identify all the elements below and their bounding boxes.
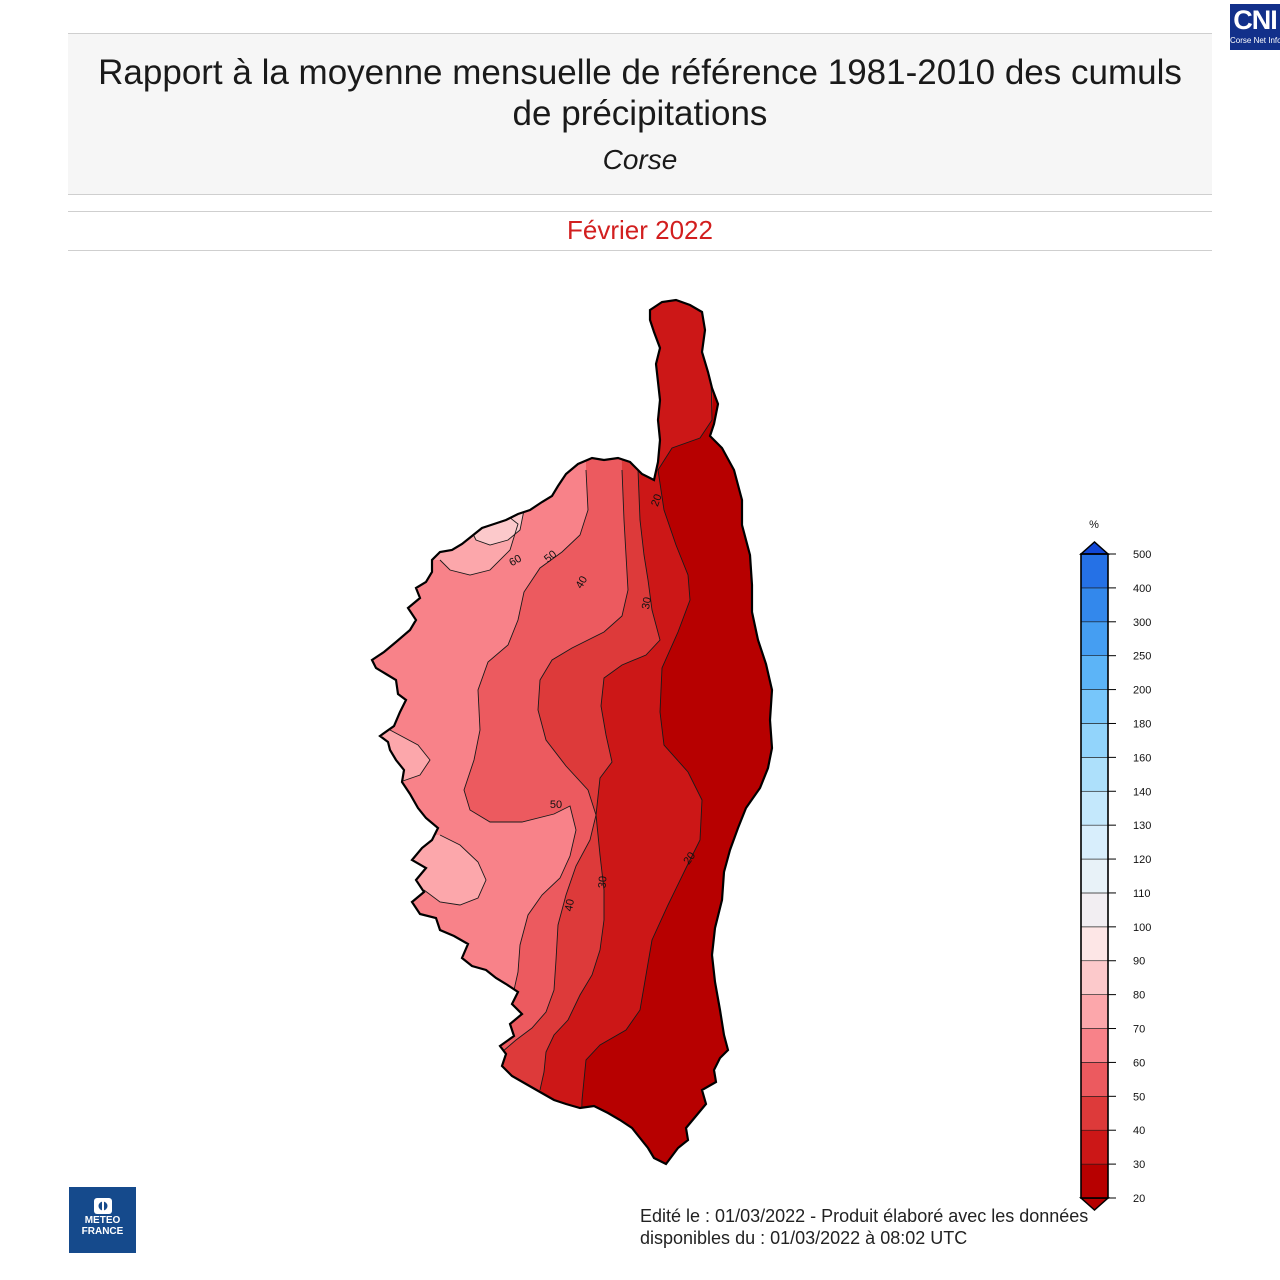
- legend-tick-label: 30: [1133, 1159, 1145, 1171]
- legend-color-cell: [1080, 1096, 1109, 1131]
- meteo-france-logo[interactable]: METEO FRANCE: [69, 1187, 136, 1253]
- map-title: Rapport à la moyenne mensuelle de référe…: [98, 53, 1182, 133]
- meteo-france-line2: FRANCE: [81, 1226, 124, 1237]
- cni-logo-text: CNI: [1233, 5, 1278, 35]
- footer-line2: disponibles du : 01/03/2022 à 08:02 UTC: [640, 1228, 968, 1248]
- legend-tick-label: 50: [1133, 1091, 1145, 1103]
- title-box: Rapport à la moyenne mensuelle de référe…: [68, 33, 1212, 195]
- legend-tick-label: 60: [1133, 1057, 1145, 1069]
- contour-label: 20: [681, 850, 698, 867]
- footer-note: Edité le : 01/03/2022 - Produit élaboré …: [640, 1205, 1160, 1249]
- cni-logo[interactable]: CNI Corse Net Infos: [1230, 4, 1280, 50]
- legend-color-cell: [1080, 892, 1109, 928]
- legend-tick-label: 200: [1133, 685, 1151, 697]
- legend-tick-label: 120: [1133, 854, 1151, 866]
- contour-label: 60: [507, 553, 524, 570]
- legend-tick-label: 250: [1133, 651, 1151, 663]
- legend-color-cell: [1080, 1129, 1109, 1165]
- legend-tick-label: 80: [1133, 990, 1145, 1002]
- contour-label: 40: [574, 574, 591, 591]
- legend-unit: %: [1089, 519, 1099, 531]
- legend-tick-label: 110: [1133, 888, 1151, 900]
- legend-color-cell: [1080, 926, 1109, 962]
- meteo-france-emblem-icon: [93, 1198, 112, 1214]
- legend-color-cell: [1080, 621, 1109, 656]
- legend-tick-label: 40: [1133, 1125, 1145, 1137]
- legend-color-cell: [1080, 790, 1109, 826]
- region-subtitle: Corse: [602, 144, 678, 175]
- legend-tick-label: 140: [1133, 786, 1151, 798]
- legend-tick-label: 300: [1133, 617, 1151, 629]
- contour-line-30: [539, 469, 661, 1091]
- legend-color-cell: [1080, 994, 1109, 1029]
- contour-label: 20: [649, 493, 664, 509]
- contour-line-70-north: [469, 509, 525, 546]
- legend-tick-label: 500: [1133, 549, 1151, 561]
- legend-color-cell: [1080, 723, 1109, 758]
- map-zones: [372, 300, 772, 1164]
- legend-color-cell: [1080, 587, 1109, 623]
- legend-color-cell: [1080, 824, 1109, 860]
- cni-logo-subtext: Corse Net Infos: [1230, 36, 1280, 45]
- zone-80-90-north: [400, 480, 524, 545]
- meteo-france-line1: METEO: [84, 1215, 121, 1226]
- contour-line-20: [579, 329, 713, 1164]
- legend-color-cell: [1080, 757, 1109, 792]
- legend-color-cell: [1080, 960, 1109, 995]
- legend: % 20 30 40 50 60 70 80 90 100 110 120 130 140 160 180 2…: [1079, 519, 1151, 1212]
- legend-tick-label: 180: [1133, 718, 1151, 730]
- legend-tick-label: 20: [1133, 1193, 1145, 1205]
- legend-color-cell: [1080, 655, 1109, 690]
- contour-line-60-south: [423, 834, 487, 906]
- zone-70-80-south: [372, 835, 486, 905]
- contour-label: 30: [640, 596, 654, 610]
- legend-color-cell: [1080, 689, 1109, 724]
- legend-above-arrow: [1079, 540, 1110, 555]
- contour-lines: [389, 329, 713, 1164]
- contour-label: 40: [563, 898, 577, 912]
- zone-70-80-north: [372, 420, 518, 575]
- legend-color-cell: [1080, 858, 1109, 894]
- footer-line1: Edité le : 01/03/2022 - Produit élaboré …: [640, 1206, 1089, 1226]
- month-label: Février 2022: [68, 211, 1212, 251]
- contour-label: 30: [596, 875, 609, 888]
- legend-color-cell: [1080, 1163, 1109, 1199]
- legend-tick-label: 100: [1133, 922, 1151, 934]
- legend-tick-label: 70: [1133, 1024, 1145, 1036]
- legend-tick-label: 400: [1133, 583, 1151, 595]
- contour-label: 50: [550, 799, 562, 811]
- legend-tick-label: 160: [1133, 752, 1151, 764]
- legend-color-cell: [1080, 553, 1109, 589]
- contour-line-40: [501, 469, 629, 1053]
- legend-tick-label: 90: [1133, 956, 1145, 968]
- legend-color-cell: [1080, 1028, 1109, 1063]
- legend-color-cell: [1080, 1062, 1109, 1097]
- legend-tick-label: 130: [1133, 820, 1151, 832]
- contour-line-50: [463, 469, 589, 1001]
- contour-line-60-west: [389, 729, 431, 783]
- legend-bar-outline: [1080, 553, 1109, 1199]
